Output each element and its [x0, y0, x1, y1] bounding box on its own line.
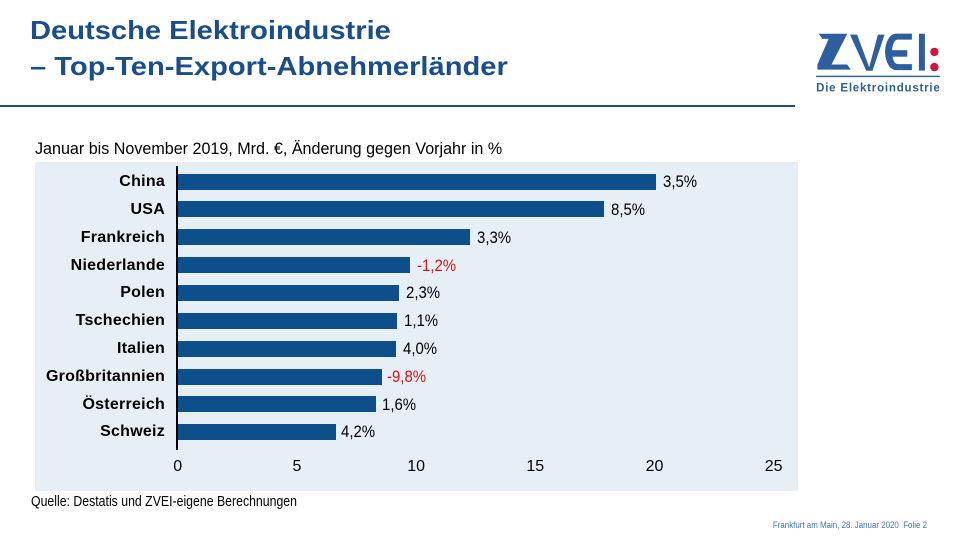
svg-text:Die Elektroindustrie: Die Elektroindustrie	[816, 82, 940, 94]
